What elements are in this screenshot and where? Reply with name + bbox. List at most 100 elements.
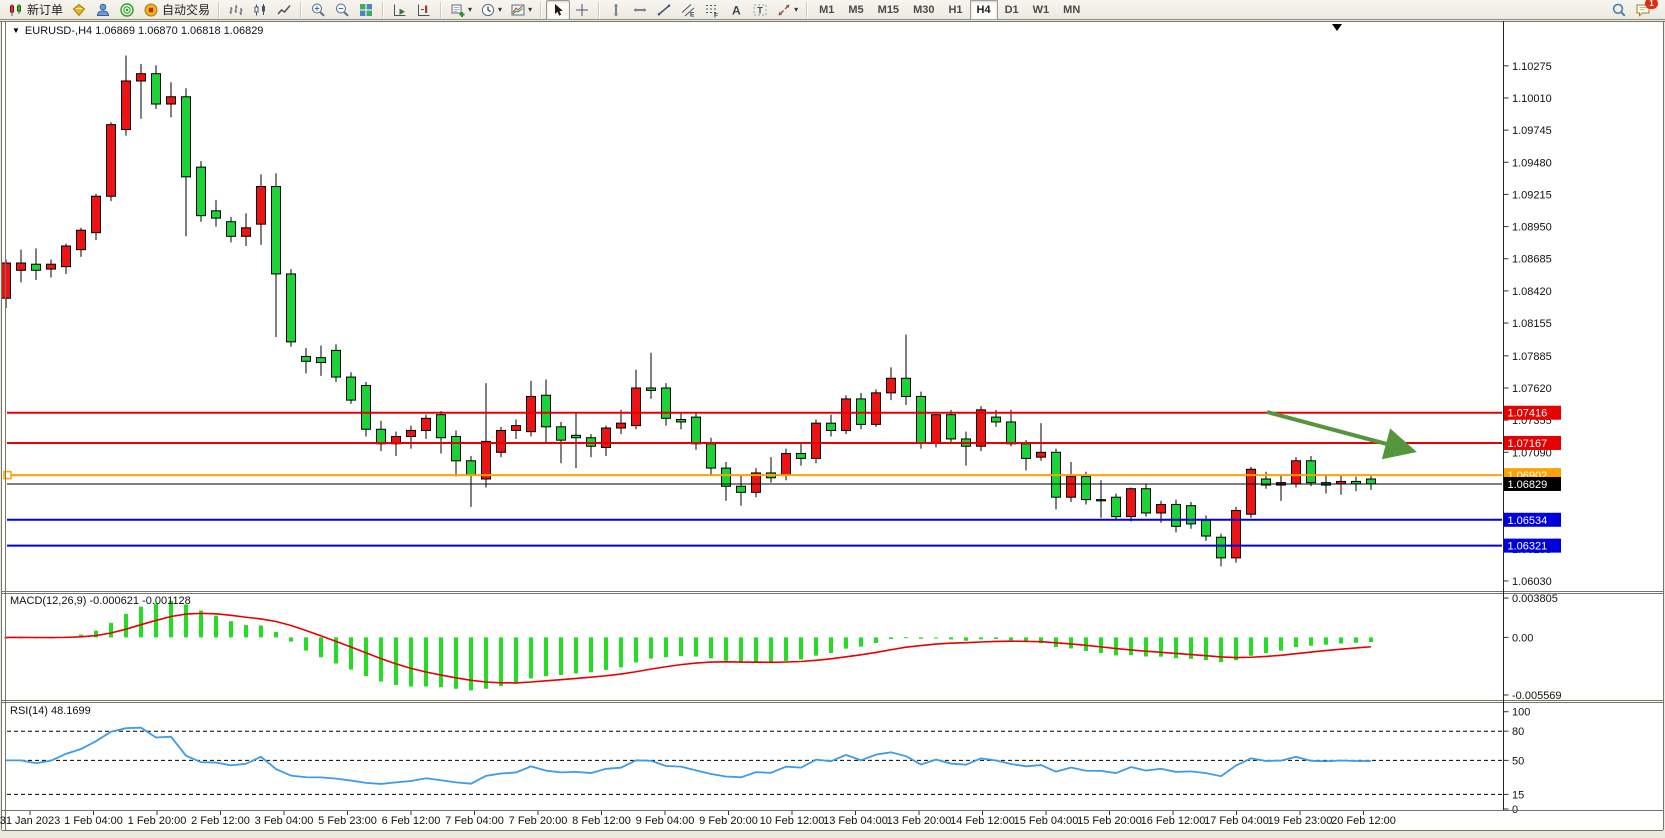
timeframe-d1-button[interactable]: D1 (1004, 3, 1019, 16)
tile-windows-button[interactable] (354, 0, 378, 20)
candle (406, 429, 416, 438)
macd-histogram-bar (469, 637, 473, 691)
new-chart-button[interactable]: ▾ (446, 0, 476, 20)
candle (1021, 443, 1031, 459)
macd-histogram-bar (1174, 637, 1178, 659)
periods-button[interactable]: ▾ (476, 0, 506, 20)
timeframe-m1-button[interactable]: M1 (819, 3, 835, 16)
timeframe-m15-button[interactable]: M15 (877, 3, 900, 16)
line-chart-mode-button[interactable] (272, 0, 296, 20)
macd-histogram-bar (1249, 637, 1253, 656)
macd-histogram-bar (1069, 637, 1073, 649)
horizontal-line-objects[interactable]: 1.074161.071671.069021.068291.065341.063… (3, 405, 1561, 553)
autoscroll-icon (392, 2, 408, 18)
timeframe-h4-button[interactable]: H4 (969, 0, 998, 20)
zoom-out-button[interactable] (330, 0, 354, 20)
chart-shift-button[interactable] (412, 0, 436, 20)
price-tick-label: 1.10010 (1512, 93, 1552, 105)
signals-button[interactable] (115, 0, 139, 20)
trendline-button[interactable] (652, 0, 676, 20)
candle (151, 73, 161, 105)
candle (1066, 476, 1076, 498)
search-button[interactable] (1607, 0, 1631, 20)
bar-chart-mode-button[interactable] (224, 0, 248, 20)
hline-handle[interactable] (3, 470, 12, 480)
candles-icon (252, 2, 268, 18)
macd-histogram-bar (544, 637, 548, 677)
price-tick-label: 1.08155 (1512, 318, 1552, 330)
time-axis[interactable]: 31 Jan 2023 1 Feb 04:00 1 Feb 20:00 2 Feb 1… (0, 811, 1396, 827)
trend-arrow-annotation[interactable] (1266, 410, 1417, 460)
new-order-button[interactable]: 新订单 (4, 0, 67, 20)
timeframe-m30-button[interactable]: M30 (913, 3, 935, 16)
chevron-down-icon[interactable]: ▾ (498, 5, 503, 14)
candle (556, 426, 566, 441)
macd-histogram-bar (709, 637, 713, 659)
macd-histogram-bar (1294, 637, 1298, 648)
macd-axis-label: 0.003805 (1512, 593, 1558, 605)
candle (601, 427, 611, 448)
cursor-icon (550, 2, 566, 18)
price-axis[interactable]: 1.10275 1.10010 1.09745 1.09480 1.09215 1.089… (1503, 61, 1552, 588)
auto-trading-button[interactable]: 自动交易 (139, 0, 214, 20)
fibo-icon: F (704, 2, 720, 18)
gold-icon (71, 2, 87, 18)
macd-histogram-bar (604, 637, 608, 670)
macd-histogram-bar (484, 637, 488, 689)
macd-histogram-bar (649, 637, 653, 659)
candle (91, 195, 101, 234)
equidistant-channel-button[interactable]: E (676, 0, 700, 20)
macd-histogram-bar (1354, 637, 1358, 643)
text-label-button[interactable]: T (748, 0, 772, 20)
time-tick-label: 3 Feb 04:00 (255, 815, 314, 827)
market-watch-button[interactable] (67, 0, 91, 20)
rsi-panel: 1008050150 (6, 707, 1530, 816)
text-button[interactable]: A (724, 0, 748, 20)
macd-histogram-bar (214, 615, 218, 638)
timeframe-w1-button[interactable]: W1 (1032, 3, 1050, 16)
candle (121, 80, 131, 131)
vertical-line-button[interactable] (604, 0, 628, 20)
timeframe-m5-button[interactable]: M5 (848, 3, 864, 16)
trend-icon (656, 2, 672, 18)
auto-scroll-button[interactable] (388, 0, 412, 20)
time-tick-label: 9 Feb 20:00 (699, 815, 758, 827)
macd-histogram-bar (1159, 637, 1163, 657)
collapse-triangle-icon[interactable]: ▼ (12, 26, 20, 35)
price-line-label: 1.07167 (1508, 438, 1548, 450)
crosshair-button[interactable] (570, 0, 594, 20)
macd-histogram-bar (1009, 637, 1013, 641)
fibonacci-retracement-button[interactable]: F (700, 0, 724, 20)
chevron-down-icon[interactable]: ▾ (794, 5, 799, 14)
macd-histogram-bar (799, 637, 803, 660)
chevron-down-icon[interactable]: ▾ (528, 5, 533, 14)
price-line-label-bg (1504, 476, 1561, 491)
chart-shift-marker[interactable] (1332, 24, 1342, 31)
templates-button[interactable]: ▾ (506, 0, 536, 20)
chart-title-bar: ▼ EURUSD-,H4 1.06869 1.06870 1.06818 1.06… (12, 25, 263, 37)
notifications-button[interactable]: 1 (1631, 0, 1658, 20)
macd-axis-label: 0.00 (1512, 632, 1533, 644)
cursor-button[interactable] (546, 0, 571, 20)
candle (166, 96, 176, 105)
candlestick-series (1, 55, 1376, 567)
notification-count-badge: 1 (1645, 0, 1658, 9)
arrows-button[interactable]: ▾ (772, 0, 802, 20)
chevron-down-icon[interactable]: ▾ (468, 5, 473, 14)
horizontal-line-button[interactable] (628, 0, 652, 20)
expert-advisors-button[interactable] (91, 0, 115, 20)
zoom-in-button[interactable] (306, 0, 330, 20)
price-line-label-bg (1504, 512, 1561, 527)
macd-histogram-bar (1024, 637, 1028, 643)
candle (1366, 478, 1376, 485)
macd-histogram-bar (394, 637, 398, 685)
candle (106, 124, 116, 197)
macd-histogram-bar (769, 637, 773, 663)
timeframe-h1-button[interactable]: H1 (948, 3, 963, 16)
timeframe-mn-button[interactable]: MN (1063, 3, 1081, 16)
candle (196, 166, 206, 217)
candlestick-mode-button[interactable] (248, 0, 272, 20)
rsi-line (6, 726, 1371, 785)
